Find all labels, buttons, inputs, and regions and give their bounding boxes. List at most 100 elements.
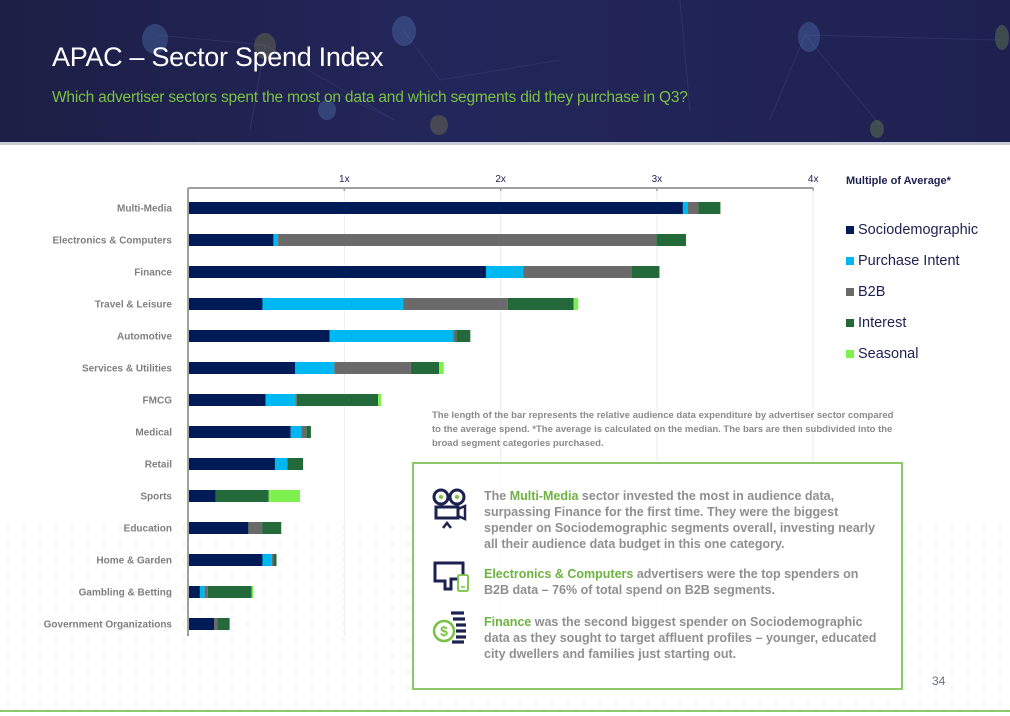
page-number: 34 xyxy=(932,674,946,688)
category-label: Government Organizations xyxy=(44,620,173,631)
bar-segment-purchase-intent xyxy=(262,298,404,310)
bar-segment-seasonal xyxy=(251,586,254,598)
legend-swatch xyxy=(846,318,854,327)
bar-segment-interest xyxy=(273,554,277,566)
insights-box: The Multi-Media sector invested the most… xyxy=(412,462,903,690)
x-tick-label: 2x xyxy=(495,174,506,185)
chart-legend: Sociodemographic Purchase Intent B2B Intere… xyxy=(846,214,978,369)
bar-segment-b2b xyxy=(301,426,307,438)
chart-footnote: The length of the bar represents the rel… xyxy=(432,410,894,449)
bar-segment-interest xyxy=(656,234,687,246)
bar-segment-interest xyxy=(207,586,252,598)
header-banner: APAC – Sector Spend Index Which advertis… xyxy=(0,0,1010,145)
bar-segment-sociodemographic xyxy=(189,490,216,502)
bar-segment-purchase-intent xyxy=(262,554,272,566)
bar-segment-sociodemographic xyxy=(189,554,263,566)
legend-swatch xyxy=(846,287,854,296)
computer-mobile-icon xyxy=(433,561,469,592)
legend-swatch xyxy=(846,349,854,358)
x-tick-label: 3x xyxy=(652,174,663,185)
category-label: FMCG xyxy=(143,396,173,407)
insight-finance: Finance was the second biggest spender o… xyxy=(484,615,877,661)
page-title: APAC – Sector Spend Index xyxy=(52,42,384,72)
bar-segment-sociodemographic xyxy=(189,394,266,406)
category-label: Travel & Leisure xyxy=(95,300,173,311)
legend-title: Multiple of Average* xyxy=(846,175,951,187)
category-label: Services & Utilities xyxy=(82,364,172,375)
bar-segment-interest xyxy=(410,362,440,374)
category-label: Retail xyxy=(145,460,172,471)
page-subtitle: Which advertiser sectors spent the most … xyxy=(52,89,688,106)
network-node xyxy=(142,24,168,54)
bar-segment-b2b xyxy=(204,586,208,598)
bar-segment-purchase-intent xyxy=(199,586,205,598)
bar-segment-b2b xyxy=(214,618,218,630)
bar-segment-purchase-intent xyxy=(329,330,454,342)
bar-segment-b2b xyxy=(271,554,274,566)
sector-spend-chart: 1x 2x 3x 4x Multi-Media Electronics & Compute… xyxy=(44,174,819,636)
bar-segment-sociodemographic xyxy=(189,298,263,310)
category-label: Medical xyxy=(135,428,172,439)
highlight-multi-media: Multi-Media xyxy=(509,489,579,503)
category-label: Electronics & Computers xyxy=(53,236,173,247)
insight-electronics: Electronics & Computers advertisers were… xyxy=(484,567,859,597)
video-camera-icon xyxy=(432,488,467,529)
legend-swatch xyxy=(846,225,854,234)
dollar-coins-icon: $ xyxy=(432,611,466,644)
bar-segment-purchase-intent xyxy=(273,234,279,246)
svg-text:$: $ xyxy=(440,623,448,639)
bar-segment-sociodemographic xyxy=(189,522,249,534)
bar-segment-b2b xyxy=(523,266,632,278)
bar-segment-sociodemographic xyxy=(189,266,486,278)
bar-segment-interest xyxy=(287,458,304,470)
bar-segment-purchase-intent xyxy=(485,266,524,278)
legend-item: Interest xyxy=(846,307,978,338)
bar-segment-interest xyxy=(507,298,574,310)
bar-segment-seasonal xyxy=(378,394,382,406)
bar-segment-b2b xyxy=(687,202,699,214)
network-node xyxy=(318,100,336,120)
network-node xyxy=(995,25,1009,50)
bar-segment-seasonal xyxy=(268,490,300,502)
bar-segment-seasonal xyxy=(439,362,444,374)
bar-segment-b2b xyxy=(334,362,411,374)
bar-segment-sociodemographic xyxy=(189,234,274,246)
legend-label: Interest xyxy=(858,314,907,331)
bar-segment-interest xyxy=(698,202,721,214)
bar-segment-interest xyxy=(456,330,471,342)
bar-segment-purchase-intent xyxy=(682,202,688,214)
category-label: Sports xyxy=(140,492,172,503)
bar-segment-b2b xyxy=(453,330,457,342)
x-tick-label: 4x xyxy=(808,174,819,185)
category-label: Home & Garden xyxy=(96,556,172,567)
legend-item: Purchase Intent xyxy=(846,245,978,276)
bar-segment-b2b xyxy=(403,298,508,310)
bar-segment-sociodemographic xyxy=(189,202,683,214)
legend-swatch xyxy=(846,256,854,265)
network-node xyxy=(392,16,416,46)
legend-item: Sociodemographic xyxy=(846,214,978,245)
network-node xyxy=(798,22,820,52)
network-node xyxy=(430,115,448,135)
bar-segment-interest xyxy=(306,426,311,438)
network-node xyxy=(870,120,884,138)
category-label: Gambling & Betting xyxy=(79,588,172,599)
highlight-electronics: Electronics & Computers xyxy=(484,567,634,581)
bar-segment-purchase-intent xyxy=(290,426,302,438)
bar-segment-purchase-intent xyxy=(265,394,296,406)
bar-segment-purchase-intent xyxy=(295,362,335,374)
legend-label: B2B xyxy=(858,283,886,300)
legend-label: Purchase Intent xyxy=(858,252,960,269)
bar-segment-interest xyxy=(217,618,230,630)
legend-item: Seasonal xyxy=(846,338,978,369)
legend-label: Seasonal xyxy=(858,345,919,362)
bar-segment-sociodemographic xyxy=(189,426,291,438)
legend-label: Sociodemographic xyxy=(858,221,979,238)
insight-multi-media: The Multi-Media sector invested the most… xyxy=(484,489,876,551)
bar-segment-b2b xyxy=(278,234,657,246)
network-background-graphic xyxy=(154,0,1001,131)
bar-segment-sociodemographic xyxy=(189,618,215,630)
footer-divider xyxy=(0,710,1010,712)
bar-segment-interest xyxy=(631,266,660,278)
bar-segment-sociodemographic xyxy=(189,330,330,342)
